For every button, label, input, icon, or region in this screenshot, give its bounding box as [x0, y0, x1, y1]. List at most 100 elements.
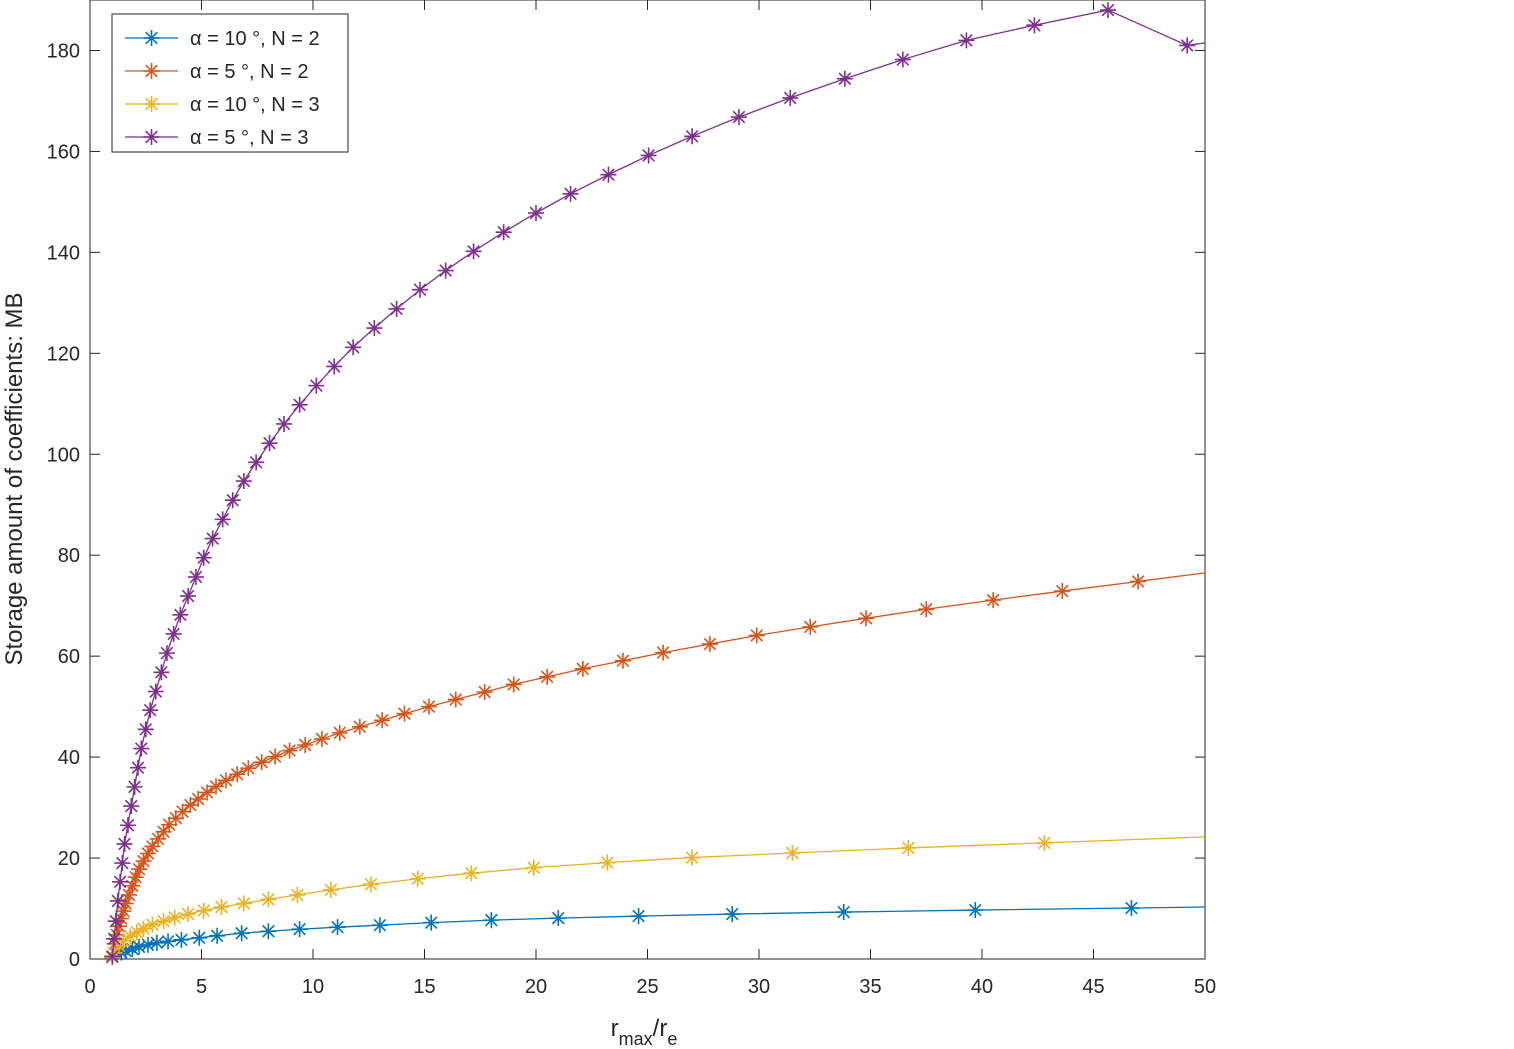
- data-point: [147, 683, 164, 700]
- data-point: [289, 886, 306, 903]
- data-point: [345, 339, 362, 356]
- series-line: [111, 572, 1206, 957]
- data-point: [374, 712, 391, 729]
- data-point: [144, 838, 161, 855]
- data-point: [423, 914, 440, 931]
- data-point: [133, 740, 150, 757]
- data-point: [187, 568, 204, 585]
- data-point: [155, 913, 172, 930]
- legend-item: α = 5 °, N = 2: [125, 61, 309, 83]
- data-point: [1036, 834, 1053, 851]
- data-point: [351, 718, 368, 735]
- y-tick-label: 60: [58, 646, 80, 668]
- data-point: [116, 835, 133, 852]
- data-point: [447, 691, 464, 708]
- legend-swatch-marker: [143, 30, 160, 46]
- y-tick-label: 120: [47, 343, 80, 365]
- data-point: [142, 702, 159, 719]
- data-point: [128, 924, 145, 941]
- data-point: [1130, 573, 1147, 590]
- data-point: [119, 817, 136, 834]
- data-point: [166, 909, 183, 926]
- data-point: [858, 610, 875, 627]
- data-point: [240, 760, 257, 777]
- y-tick-label: 140: [47, 242, 80, 264]
- data-point: [224, 492, 241, 509]
- data-point: [112, 873, 129, 890]
- data-point: [114, 855, 131, 872]
- y-tick-label: 180: [47, 40, 80, 62]
- data-point: [539, 668, 556, 685]
- data-point: [308, 377, 325, 394]
- x-tick-label: 15: [413, 976, 435, 998]
- data-point: [104, 948, 121, 965]
- data-point: [396, 705, 413, 722]
- x-tick-label: 20: [525, 976, 547, 998]
- data-point: [782, 89, 799, 106]
- data-point: [836, 70, 853, 87]
- data-point: [1054, 583, 1071, 600]
- data-point: [191, 929, 208, 946]
- data-point: [248, 454, 265, 471]
- data-point: [684, 849, 701, 866]
- data-point: [131, 861, 148, 878]
- data-point: [326, 358, 343, 375]
- data-point: [802, 618, 819, 635]
- data-point: [153, 664, 170, 681]
- data-point: [655, 644, 672, 661]
- data-point: [233, 925, 250, 942]
- data-point: [900, 839, 917, 856]
- x-axis-title: rmax/re: [611, 1015, 678, 1049]
- x-axis-title-mid: /r: [653, 1015, 668, 1042]
- data-point: [331, 724, 348, 741]
- data-point: [313, 730, 330, 747]
- y-tick-label: 0: [69, 949, 80, 971]
- x-axis: 0 5 10 15 20 25 30 35 40 45 50: [84, 0, 1216, 998]
- data-point: [958, 32, 975, 49]
- data-point: [630, 908, 647, 925]
- data-point: [180, 588, 197, 605]
- series-layer: [104, 2, 1206, 966]
- data-point: [894, 51, 911, 68]
- x-tick-label: 10: [302, 976, 324, 998]
- data-point: [322, 881, 339, 898]
- data-point: [388, 300, 405, 317]
- legend-swatch-marker: [143, 96, 160, 112]
- legend-label: α = 10 °, N = 3: [190, 94, 320, 116]
- data-point: [371, 917, 388, 934]
- data-point: [483, 912, 500, 929]
- y-tick-label: 80: [58, 545, 80, 567]
- data-point: [172, 606, 189, 623]
- data-point: [476, 683, 493, 700]
- data-point: [362, 876, 379, 893]
- data-point: [640, 147, 657, 164]
- y-axis: 0 20 40 60 80 100 120 140 160 180: [47, 40, 1205, 971]
- y-tick-label: 160: [47, 141, 80, 163]
- data-point: [420, 698, 437, 715]
- x-tick-label: 0: [84, 976, 95, 998]
- data-point: [412, 281, 429, 298]
- x-axis-title-main: r: [611, 1015, 619, 1042]
- data-point: [1179, 37, 1196, 54]
- legend-item: α = 5 °, N = 3: [125, 127, 309, 149]
- data-point: [180, 906, 197, 923]
- data-point: [204, 530, 221, 547]
- data-point: [967, 902, 984, 919]
- data-point: [550, 910, 567, 927]
- data-point: [129, 759, 146, 776]
- data-point: [614, 652, 631, 669]
- legend-label: α = 10 °, N = 2: [190, 28, 320, 50]
- data-point: [1099, 2, 1116, 19]
- x-axis-title-sub1: max: [619, 1029, 653, 1049]
- data-point: [260, 891, 277, 908]
- data-point: [218, 772, 235, 789]
- data-point: [190, 790, 207, 807]
- x-tick-label: 30: [748, 976, 770, 998]
- data-point: [701, 636, 718, 653]
- x-axis-title-sub2: e: [667, 1029, 677, 1049]
- data-point: [107, 913, 124, 930]
- data-point: [329, 919, 346, 936]
- data-point: [195, 549, 212, 566]
- data-point: [600, 166, 617, 183]
- legend-swatch-marker: [143, 129, 160, 145]
